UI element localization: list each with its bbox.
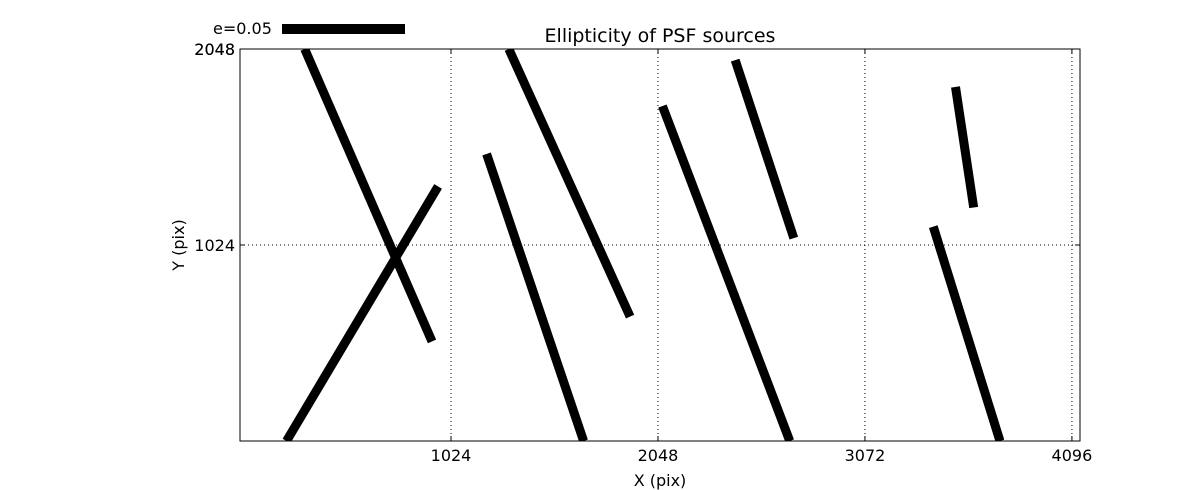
y-tick-label-overlay: 2048 — [194, 40, 235, 59]
y-tick-label: 1024 — [194, 236, 235, 255]
psf-segment-7 — [928, 225, 1005, 441]
chart-title: Ellipticity of PSF sources — [545, 25, 776, 47]
psf-segment-6 — [730, 58, 799, 240]
legend-label: e=0.05 — [213, 19, 272, 38]
x-axis-label: X (pix) — [634, 471, 687, 490]
x-tick-label: 4096 — [1052, 446, 1093, 465]
psf-segment-1 — [300, 49, 437, 344]
psf-segment-5 — [658, 104, 794, 441]
psf-segment-2 — [282, 184, 442, 441]
psf-segments — [282, 49, 1005, 441]
y-tick-label: 2048 — [194, 40, 235, 59]
y-axis-label: Y (pix) — [169, 219, 188, 271]
psf-segment-3 — [482, 152, 588, 441]
psf-segment-4 — [504, 49, 635, 319]
x-tick-label: 2048 — [638, 446, 679, 465]
psf-segment-8 — [951, 86, 979, 209]
x-tick-label: 3072 — [845, 446, 886, 465]
x-tick-label: 1024 — [431, 446, 472, 465]
